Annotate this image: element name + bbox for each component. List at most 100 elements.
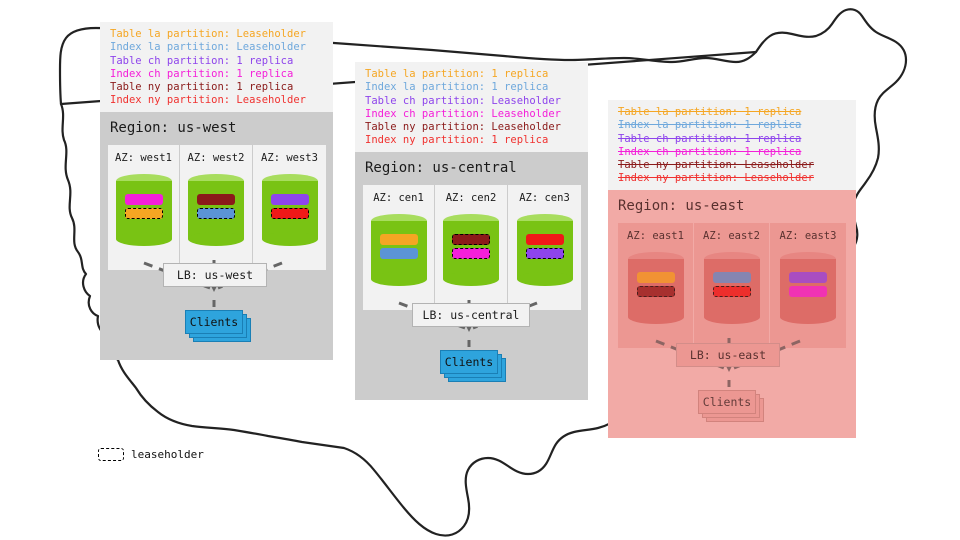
clients-box[interactable]: Clients xyxy=(440,350,498,374)
az-cen3[interactable]: AZ: cen3 xyxy=(508,185,581,310)
az-cen2[interactable]: AZ: cen2 xyxy=(435,185,508,310)
az-label: AZ: east3 xyxy=(779,230,837,242)
partition-legend-us-east: Table la partition: 1 replica Index la p… xyxy=(608,100,856,190)
replica-bars xyxy=(628,272,684,297)
az-west1[interactable]: AZ: west1 xyxy=(108,145,180,270)
replica-bar xyxy=(789,286,827,297)
clients-us-west[interactable]: Clients xyxy=(185,310,251,342)
replica-bars xyxy=(704,272,760,297)
legend-line: Index ch partition: 1 replica xyxy=(618,145,802,158)
legend-line: Index la partition: Leaseholder xyxy=(110,41,306,54)
az-label: AZ: cen1 xyxy=(373,192,424,204)
replica-bar xyxy=(379,248,418,259)
load-balancer-us-central[interactable]: LB: us-central xyxy=(412,303,530,327)
cylinder-bottom xyxy=(115,232,172,246)
database-cylinder xyxy=(370,214,427,286)
replica-bars xyxy=(116,194,172,219)
database-cylinder xyxy=(443,214,499,286)
legend-line: Table la partition: 1 replica xyxy=(618,106,802,118)
database-cylinder xyxy=(780,252,836,324)
replica-bar xyxy=(124,194,163,205)
legend-line: Index la partition: 1 replica xyxy=(618,119,802,132)
legend-line: Table ny partition: Leaseholder xyxy=(618,159,814,172)
replica-bar-leaseholder xyxy=(452,234,490,245)
az-west3[interactable]: AZ: west3 xyxy=(253,145,326,270)
legend-line: Table la partition: 1 replica xyxy=(365,68,549,80)
replica-bar-leaseholder xyxy=(712,286,751,297)
cylinder-bottom xyxy=(703,310,760,324)
cylinder-bottom xyxy=(627,310,684,324)
replica-bar-leaseholder xyxy=(452,248,490,259)
clients-us-central[interactable]: Clients xyxy=(440,350,506,382)
replica-bar xyxy=(379,234,418,245)
cylinder-bottom xyxy=(516,272,573,286)
az-strip-us-west: AZ: west1 AZ: west2 xyxy=(108,145,326,270)
region-title-us-west: Region: us-west xyxy=(110,120,237,136)
replica-bar-leaseholder xyxy=(270,208,309,219)
legend-line: Index ny partition: Leaseholder xyxy=(618,172,814,185)
clients-box[interactable]: Clients xyxy=(185,310,243,334)
database-cylinder xyxy=(261,174,318,246)
replica-bars xyxy=(780,272,836,297)
clients-us-east[interactable]: Clients xyxy=(698,390,764,422)
replica-bars xyxy=(188,194,244,219)
partition-legend-us-west: Table la partition: Leaseholder Index la… xyxy=(100,22,333,112)
replica-bar xyxy=(270,194,309,205)
legend-line: Index ch partition: Leaseholder xyxy=(365,107,561,120)
cylinder-bottom xyxy=(188,232,244,246)
region-title-us-east: Region: us-east xyxy=(618,198,745,214)
replica-bar-leaseholder xyxy=(124,208,163,219)
database-cylinder xyxy=(516,214,573,286)
az-east1[interactable]: AZ: east1 xyxy=(618,223,694,348)
load-balancer-us-west[interactable]: LB: us-west xyxy=(163,263,267,287)
database-cylinder xyxy=(115,174,172,246)
legend-line: Table ch partition: Leaseholder xyxy=(365,94,561,107)
replica-bar-leaseholder xyxy=(525,248,564,259)
legend-line: Index ny partition: Leaseholder xyxy=(110,94,306,107)
replica-bars xyxy=(443,234,499,259)
az-label: AZ: west1 xyxy=(115,152,172,164)
region-title-us-central: Region: us-central xyxy=(365,160,517,176)
dashed-rectangle-icon xyxy=(98,448,124,461)
legend-line: Index ny partition: 1 replica xyxy=(365,134,549,147)
legend-line: Table ny partition: Leaseholder xyxy=(365,121,561,134)
leaseholder-legend: leaseholder xyxy=(98,448,204,461)
az-cen1[interactable]: AZ: cen1 xyxy=(363,185,435,310)
replica-bar-leaseholder xyxy=(636,286,675,297)
replica-bar xyxy=(636,272,675,283)
legend-line: Table ch partition: 1 replica xyxy=(618,132,802,145)
az-label: AZ: west2 xyxy=(187,152,245,164)
az-east3[interactable]: AZ: east3 xyxy=(770,223,846,348)
database-cylinder xyxy=(627,252,684,324)
replica-bar xyxy=(712,272,751,283)
cylinder-bottom xyxy=(443,272,499,286)
legend-line: Index la partition: 1 replica xyxy=(365,81,549,94)
legend-line: Index ch partition: 1 replica xyxy=(110,67,294,80)
partition-legend-us-central: Table la partition: 1 replica Index la p… xyxy=(355,62,588,152)
az-west2[interactable]: AZ: west2 xyxy=(180,145,253,270)
database-cylinder xyxy=(703,252,760,324)
clients-box[interactable]: Clients xyxy=(698,390,756,414)
database-cylinder xyxy=(188,174,244,246)
az-east2[interactable]: AZ: east2 xyxy=(694,223,770,348)
az-strip-us-east: AZ: east1 AZ: east2 xyxy=(618,223,846,348)
az-strip-us-central: AZ: cen1 AZ: cen2 xyxy=(363,185,581,310)
replica-bar xyxy=(525,234,564,245)
replica-bars xyxy=(371,234,427,259)
az-label: AZ: cen3 xyxy=(519,192,570,204)
legend-line: Table ch partition: 1 replica xyxy=(110,54,294,67)
load-balancer-us-east[interactable]: LB: us-east xyxy=(676,343,780,367)
az-label: AZ: east2 xyxy=(703,230,760,242)
az-label: AZ: cen2 xyxy=(445,192,497,204)
leaseholder-legend-label: leaseholder xyxy=(131,448,204,461)
replica-bar xyxy=(789,272,827,283)
replica-bars xyxy=(517,234,573,259)
replica-bar xyxy=(197,194,235,205)
az-label: AZ: west3 xyxy=(261,152,318,164)
legend-line: Table ny partition: 1 replica xyxy=(110,81,294,94)
cylinder-bottom xyxy=(780,310,836,324)
legend-line: Table la partition: Leaseholder xyxy=(110,28,306,40)
cylinder-bottom xyxy=(261,232,318,246)
replica-bars xyxy=(262,194,318,219)
